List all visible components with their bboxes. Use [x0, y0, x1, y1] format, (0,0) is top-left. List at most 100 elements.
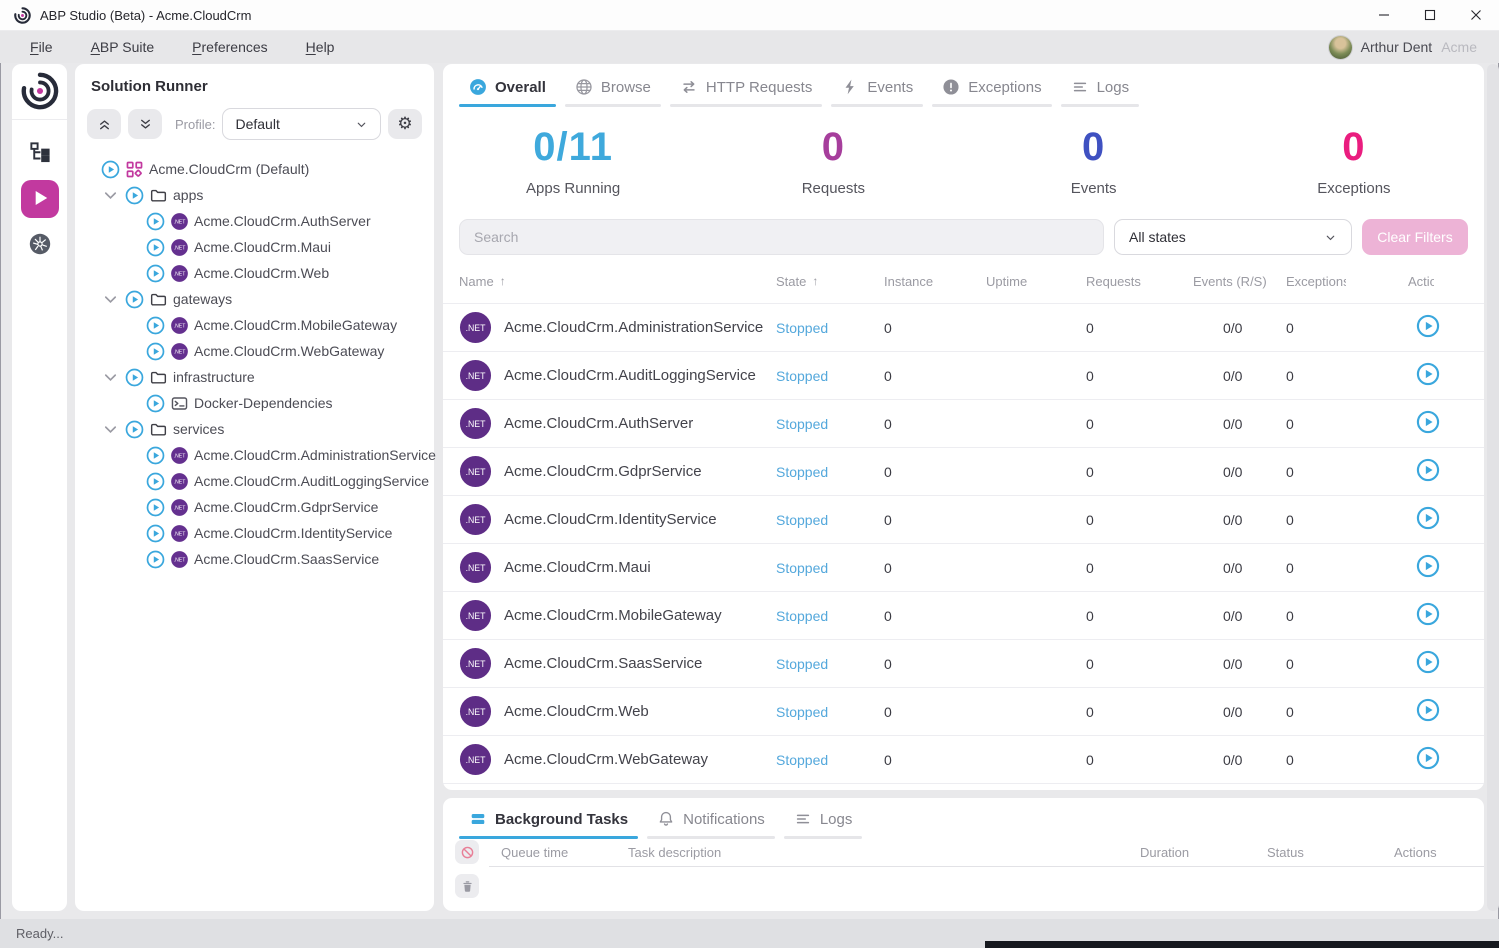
tree-item-acme-cloudcrm-mobilegateway[interactable]: .NET Acme.CloudCrm.MobileGateway: [75, 312, 434, 338]
start-app-button[interactable]: [1416, 650, 1440, 674]
play-circle-icon[interactable]: [146, 446, 165, 465]
column-header-exceptions[interactable]: Exceptions: [1286, 273, 1346, 289]
play-circle-icon[interactable]: [146, 524, 165, 543]
chevron-down-icon[interactable]: [101, 290, 120, 309]
play-circle-icon[interactable]: [146, 316, 165, 335]
column-header-state[interactable]: State ↑: [776, 273, 819, 289]
chevron-down-icon[interactable]: [101, 368, 120, 387]
start-app-button[interactable]: [1416, 698, 1440, 722]
tab-label: Events: [867, 78, 914, 96]
start-app-button[interactable]: [1416, 362, 1440, 386]
menu-items: File ABP Suite Preferences Help: [24, 38, 366, 56]
tab-browse[interactable]: Browse: [564, 74, 661, 107]
start-app-button[interactable]: [1416, 410, 1440, 434]
play-circle-icon[interactable]: [146, 212, 165, 231]
play-circle-icon[interactable]: [125, 368, 144, 387]
avatar[interactable]: [1328, 35, 1352, 59]
tree-item-acme-cloudcrm-saasservice[interactable]: .NET Acme.CloudCrm.SaasService: [75, 546, 434, 572]
play-circle-icon[interactable]: [125, 290, 144, 309]
menu-item-preferences[interactable]: Preferences: [186, 38, 274, 56]
rail-button-solution-runner[interactable]: [20, 180, 59, 218]
rail-button-solution-explorer[interactable]: [21, 134, 59, 172]
menu-item-help[interactable]: Help: [300, 38, 341, 56]
column-header-actions[interactable]: Actions: [1408, 273, 1434, 289]
play-circle-icon[interactable]: [101, 160, 120, 179]
play-circle-icon[interactable]: [146, 238, 165, 257]
stat-exceptions: 0 Exceptions: [1224, 125, 1484, 197]
start-app-button[interactable]: [1416, 554, 1440, 578]
column-header-uptime[interactable]: Uptime: [986, 273, 1028, 289]
abp-logo-icon: [14, 6, 31, 24]
profile-select[interactable]: Default: [222, 108, 381, 140]
menu-item-abp-suite[interactable]: ABP Suite: [85, 38, 161, 56]
chevron-down-icon[interactable]: [101, 420, 120, 439]
play-circle-icon[interactable]: [146, 550, 165, 569]
tree-item-services[interactable]: services: [75, 416, 434, 442]
tab-http-requests[interactable]: HTTP Requests: [669, 74, 823, 107]
tab-logs[interactable]: Logs: [783, 806, 863, 839]
start-app-button[interactable]: [1416, 506, 1440, 530]
column-header-name[interactable]: Name ↑: [459, 273, 506, 289]
tree-item-label: Acme.CloudCrm.Web: [194, 265, 330, 281]
tab-exceptions[interactable]: Exceptions: [932, 74, 1052, 107]
runner-settings-button[interactable]: ⚙: [388, 109, 422, 139]
tab-overall[interactable]: Overall: [459, 74, 556, 107]
events-value: 0/0: [1223, 319, 1243, 336]
play-circle-icon[interactable]: [125, 420, 144, 439]
tree-item-acme-cloudcrm-gdprservice[interactable]: .NET Acme.CloudCrm.GdprService: [75, 494, 434, 520]
service-name: Acme.CloudCrm.AuditLoggingService: [504, 367, 756, 384]
search-input[interactable]: [459, 219, 1104, 255]
background-window-edge: [985, 941, 1499, 948]
start-app-button[interactable]: [1416, 602, 1440, 626]
tree-item-acme-cloudcrm-maui[interactable]: .NET Acme.CloudCrm.Maui: [75, 234, 434, 260]
play-circle-icon[interactable]: [146, 498, 165, 517]
maximize-button[interactable]: [1407, 1, 1453, 30]
start-app-button[interactable]: [1416, 458, 1440, 482]
play-circle-icon[interactable]: [146, 264, 165, 283]
rail-button-kubernetes[interactable]: [21, 226, 59, 264]
expand-all-button[interactable]: [128, 109, 162, 139]
tree-item-label: apps: [173, 187, 204, 203]
scrollbar[interactable]: [1487, 64, 1499, 911]
play-circle-icon[interactable]: [125, 186, 144, 205]
chevron-down-icon[interactable]: [101, 186, 120, 205]
collapse-all-button[interactable]: [87, 109, 121, 139]
column-header-requests[interactable]: Requests: [1086, 273, 1141, 289]
play-circle-icon[interactable]: [146, 394, 165, 413]
clear-tasks-button[interactable]: [455, 874, 479, 898]
folder-icon: [149, 420, 168, 439]
state-filter-select[interactable]: All states: [1114, 219, 1352, 255]
tree-item-infrastructure[interactable]: infrastructure: [75, 364, 434, 390]
requests-value: 0: [1086, 319, 1094, 336]
tree-item-acme-cloudcrm-identityservice[interactable]: .NET Acme.CloudCrm.IdentityService: [75, 520, 434, 546]
user-area[interactable]: Arthur Dent Acme: [1328, 35, 1499, 59]
start-app-button[interactable]: [1416, 314, 1440, 338]
close-button[interactable]: [1453, 1, 1499, 30]
tree-item-acme-cloudcrm-auditloggingservice[interactable]: .NET Acme.CloudCrm.AuditLoggingService: [75, 468, 434, 494]
clear-filters-button[interactable]: Clear Filters: [1362, 219, 1468, 255]
tree-item-acme-cloudcrm-webgateway[interactable]: .NET Acme.CloudCrm.WebGateway: [75, 338, 434, 364]
tree-item-acme-cloudcrm-web[interactable]: .NET Acme.CloudCrm.Web: [75, 260, 434, 286]
column-header-events-r-s[interactable]: Events (R/S): [1193, 273, 1267, 289]
cancel-tasks-button[interactable]: [455, 840, 479, 864]
minimize-button[interactable]: [1361, 1, 1407, 30]
column-header-instance[interactable]: Instance: [884, 273, 934, 289]
tree-item-gateways[interactable]: gateways: [75, 286, 434, 312]
tab-underline: [669, 104, 823, 107]
tree-item-acme-cloudcrm-default[interactable]: Acme.CloudCrm (Default): [75, 156, 434, 182]
svg-text:.NET: .NET: [466, 755, 487, 765]
tree-item-docker-dependencies[interactable]: Docker-Dependencies: [75, 390, 434, 416]
tab-background-tasks[interactable]: Background Tasks: [459, 806, 639, 839]
start-app-button[interactable]: [1416, 746, 1440, 770]
dotnet-icon: .NET: [459, 743, 492, 776]
tree-item-acme-cloudcrm-administrationservice[interactable]: .NET Acme.CloudCrm.AdministrationService: [75, 442, 436, 468]
tree-item-acme-cloudcrm-authserver[interactable]: .NET Acme.CloudCrm.AuthServer: [75, 208, 434, 234]
play-circle-icon[interactable]: [146, 472, 165, 491]
tab-logs[interactable]: Logs: [1060, 74, 1140, 107]
tree-item-apps[interactable]: apps: [75, 182, 434, 208]
tab-notifications[interactable]: Notifications: [647, 806, 775, 839]
dotnet-icon: .NET: [459, 599, 492, 632]
tab-events[interactable]: Events: [831, 74, 924, 107]
play-circle-icon[interactable]: [146, 342, 165, 361]
menu-item-file[interactable]: File: [24, 38, 59, 56]
